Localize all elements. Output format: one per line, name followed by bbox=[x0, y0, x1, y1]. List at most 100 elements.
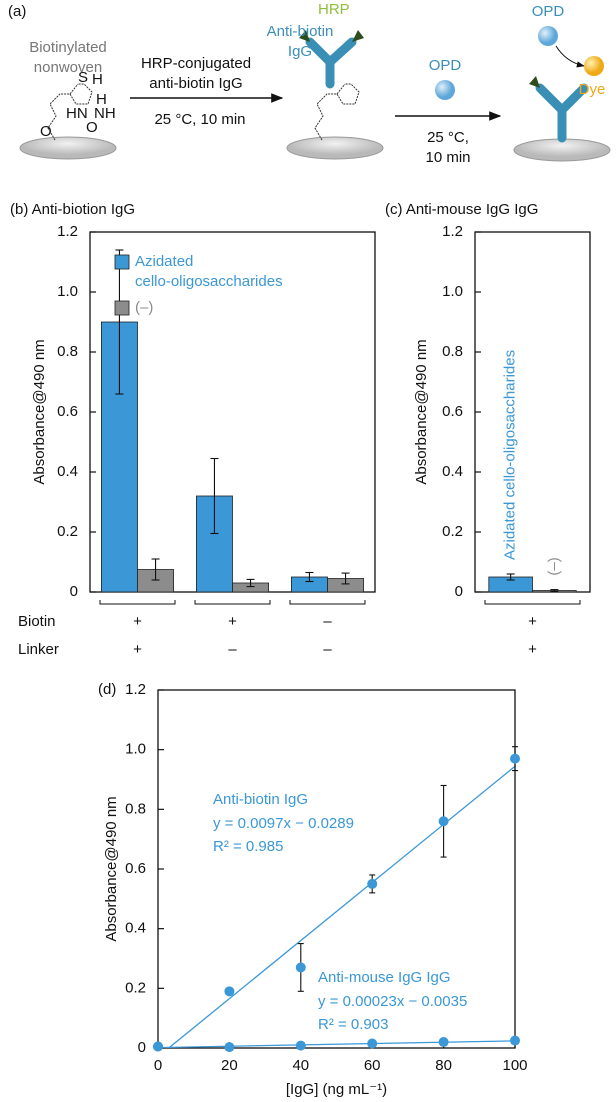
x-tick-label: 60 bbox=[364, 1057, 381, 1074]
nonwoven-disc bbox=[19, 136, 117, 160]
x-tick-label: 40 bbox=[292, 1057, 309, 1074]
reagent-label: OPD bbox=[532, 3, 565, 20]
y-axis-label: Absorbance@490 nm bbox=[103, 796, 120, 941]
group-bracket bbox=[289, 600, 366, 605]
data-point bbox=[295, 962, 306, 973]
data-point bbox=[438, 1037, 449, 1048]
x-tick-label: 100 bbox=[502, 1057, 527, 1074]
legend-line: cello-oligosaccharides bbox=[135, 273, 283, 290]
antibody bbox=[305, 37, 357, 89]
atom-label: S bbox=[78, 69, 88, 86]
condition-label: 10 min bbox=[425, 149, 470, 166]
panel-a: (a) Biotinylated nonwoven S H H HN NH O … bbox=[8, 1, 611, 166]
legend-line: Azidated bbox=[135, 253, 193, 270]
y-tick-label: 0.6 bbox=[442, 403, 463, 420]
category-label: + bbox=[528, 613, 537, 630]
data-point bbox=[295, 1040, 306, 1051]
row-label: Linker bbox=[18, 641, 59, 658]
series-label: Anti-biotin IgG bbox=[213, 791, 308, 808]
reagent-label: OPD bbox=[429, 57, 462, 74]
data-point bbox=[153, 1041, 163, 1052]
atom-label: NH bbox=[94, 105, 116, 122]
x-tick-label: 20 bbox=[221, 1057, 238, 1074]
hrp-enzyme bbox=[529, 76, 540, 88]
conversion-arrow bbox=[555, 45, 585, 68]
y-tick-label: 0.6 bbox=[57, 403, 78, 420]
row-label: Biotin bbox=[18, 613, 56, 630]
y-axis-label: Absorbance@490 nm bbox=[413, 339, 430, 484]
group-bracket bbox=[484, 600, 581, 605]
y-tick-label: 0.4 bbox=[125, 920, 146, 937]
y-tick-label: 0 bbox=[455, 583, 463, 600]
data-point bbox=[367, 878, 378, 889]
category-label: + bbox=[133, 641, 142, 658]
legend-label: (–) bbox=[135, 299, 153, 316]
category-label: + bbox=[133, 613, 142, 630]
y-tick-label: 0.8 bbox=[57, 343, 78, 360]
fit-line bbox=[158, 1040, 515, 1048]
y-axis-label: Absorbance@490 nm bbox=[31, 339, 48, 484]
y-tick-label: 0.4 bbox=[57, 463, 78, 480]
antibody-label: IgG bbox=[288, 43, 312, 60]
biotin-structure bbox=[314, 83, 360, 141]
series-label: Anti-mouse IgG IgG bbox=[318, 969, 451, 986]
legend-swatch bbox=[114, 254, 130, 270]
category-label: – bbox=[228, 641, 237, 658]
data-point bbox=[510, 753, 520, 764]
y-tick-label: 0.2 bbox=[125, 979, 146, 996]
opd-sphere bbox=[435, 80, 455, 100]
plot-frame bbox=[474, 231, 591, 593]
y-tick-label: 0.6 bbox=[125, 860, 146, 877]
y-tick-label: 1.2 bbox=[57, 223, 78, 240]
y-tick-label: 0.2 bbox=[57, 523, 78, 540]
fit-equation: y = 0.00023x − 0.0035 bbox=[318, 993, 467, 1010]
x-tick-label: 80 bbox=[435, 1057, 452, 1074]
legend-label: Azidated cello-oligosaccharides bbox=[135, 253, 283, 290]
panel-label: (a) bbox=[8, 3, 26, 20]
fit-r-squared: R² = 0.985 bbox=[213, 838, 283, 855]
legend-label: Azidated cello-oligosaccharides bbox=[502, 350, 519, 560]
category-label: – bbox=[323, 641, 332, 658]
biotin-structure bbox=[47, 83, 93, 141]
dye-sphere bbox=[584, 56, 604, 76]
group-bracket bbox=[99, 600, 176, 605]
reagent-label: anti-biotin IgG bbox=[149, 75, 242, 92]
category-label: + bbox=[228, 613, 237, 630]
antibody-label: Anti-biotin bbox=[267, 23, 334, 40]
fit-line bbox=[167, 765, 515, 1048]
condition-label: 25 °C, 10 min bbox=[154, 111, 245, 128]
y-tick-label: 1.0 bbox=[125, 741, 146, 758]
atom-label: HN bbox=[66, 105, 88, 122]
y-tick-label: 0.4 bbox=[442, 463, 463, 480]
group-bracket bbox=[194, 600, 271, 605]
atom-label: H bbox=[96, 91, 107, 108]
data-point bbox=[224, 986, 235, 997]
data-point bbox=[224, 1042, 235, 1053]
y-tick-label: 0.2 bbox=[442, 523, 463, 540]
chart-title: (b) Anti-biotion IgG bbox=[10, 201, 135, 218]
condition-label: 25 °C, bbox=[427, 129, 469, 146]
category-label: + bbox=[528, 641, 537, 658]
y-tick-label: 0 bbox=[138, 1039, 146, 1056]
data-point bbox=[367, 1038, 378, 1049]
dye-label: Dye bbox=[579, 81, 606, 98]
fit-equation: y = 0.0097x − 0.0289 bbox=[213, 815, 354, 832]
data-point bbox=[438, 816, 449, 827]
chart-title: (d) bbox=[98, 681, 116, 698]
y-tick-label: 0.8 bbox=[125, 800, 146, 817]
atom-label: H bbox=[92, 71, 103, 88]
enzyme-label: HRP bbox=[318, 1, 350, 18]
fit-r-squared: R² = 0.903 bbox=[318, 1016, 388, 1033]
y-tick-label: 1.0 bbox=[442, 283, 463, 300]
substrate-label: nonwoven bbox=[34, 59, 102, 76]
x-tick-label: 0 bbox=[154, 1057, 162, 1074]
y-tick-label: 0.8 bbox=[442, 343, 463, 360]
antibody bbox=[535, 83, 589, 143]
data-point bbox=[510, 1035, 520, 1046]
category-label: – bbox=[323, 613, 332, 630]
y-tick-label: 0 bbox=[70, 583, 78, 600]
nonwoven-disc bbox=[286, 136, 384, 160]
opd-sphere bbox=[538, 26, 558, 46]
chart-title: (c) Anti-mouse IgG IgG bbox=[385, 201, 538, 218]
